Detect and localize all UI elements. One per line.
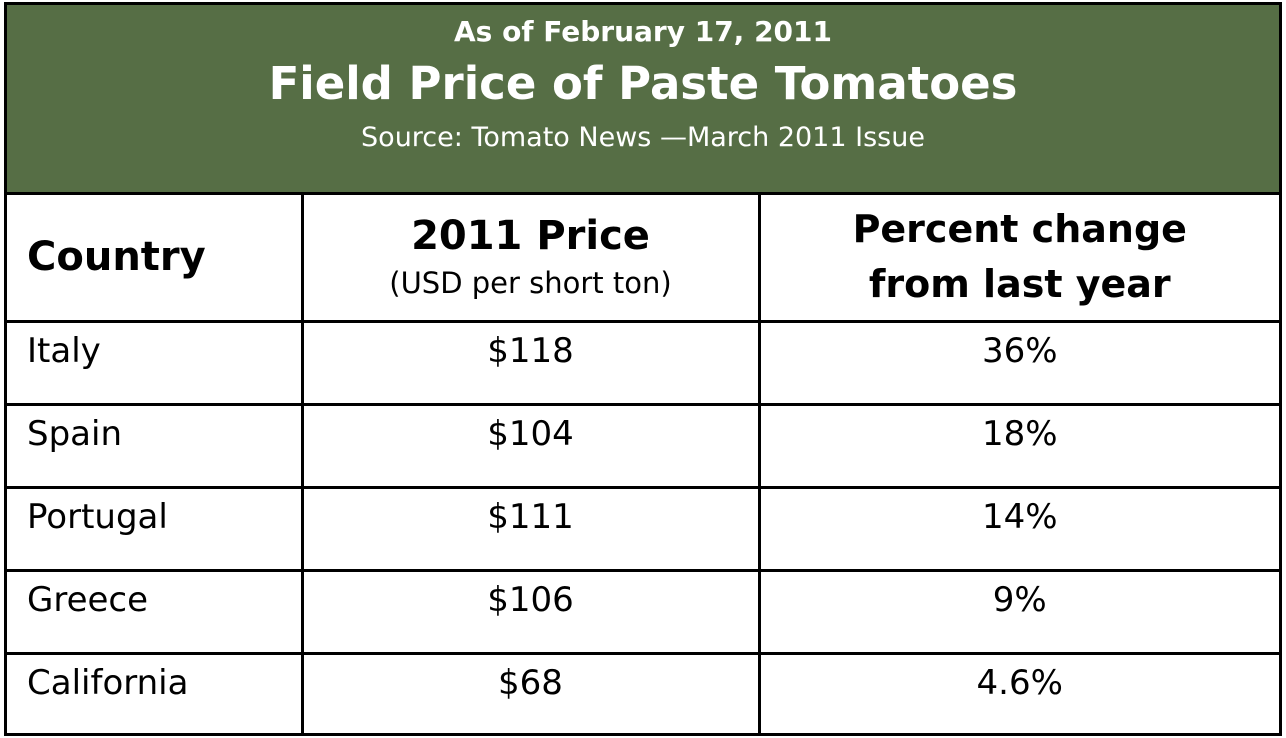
- country-cell: Italy: [7, 319, 304, 406]
- price-cell: $118: [300, 319, 761, 406]
- table-row: Spain $104 18%: [7, 402, 1279, 489]
- table-row: Portugal $111 14%: [7, 485, 1279, 572]
- price-header-unit: (USD per short ton): [389, 265, 672, 300]
- price-cell: $68: [300, 651, 761, 736]
- column-header-price: 2011 Price (USD per short ton): [300, 195, 761, 323]
- column-header-row: Country 2011 Price (USD per short ton) P…: [7, 195, 1279, 323]
- table-header-banner: As of February 17, 2011 Field Price of P…: [7, 5, 1279, 195]
- column-header-percent-change: Percent change from last year: [757, 195, 1279, 323]
- price-cell: $106: [300, 568, 761, 655]
- percent-change-cell: 9%: [757, 568, 1279, 655]
- as-of-date: As of February 17, 2011: [454, 15, 832, 48]
- price-table: Country 2011 Price (USD per short ton) P…: [7, 195, 1279, 736]
- country-cell: California: [7, 651, 304, 736]
- price-table-figure: As of February 17, 2011 Field Price of P…: [4, 2, 1282, 736]
- table-row: Greece $106 9%: [7, 568, 1279, 655]
- country-cell: Portugal: [7, 485, 304, 572]
- percent-change-cell: 18%: [757, 402, 1279, 489]
- table-title: Field Price of Paste Tomatoes: [268, 57, 1018, 110]
- source-note: Source: Tomato News —March 2011 Issue: [361, 122, 925, 153]
- price-header-label: 2011 Price: [411, 212, 650, 259]
- percent-change-cell: 4.6%: [757, 651, 1279, 736]
- column-header-country: Country: [7, 195, 304, 323]
- percent-header-line-2: from last year: [868, 262, 1171, 307]
- price-cell: $104: [300, 402, 761, 489]
- percent-header-line-1: Percent change: [852, 207, 1187, 252]
- country-cell: Greece: [7, 568, 304, 655]
- percent-change-cell: 14%: [757, 485, 1279, 572]
- price-cell: $111: [300, 485, 761, 572]
- table-row: California $68 4.6%: [7, 651, 1279, 736]
- table-row: Italy $118 36%: [7, 319, 1279, 406]
- country-cell: Spain: [7, 402, 304, 489]
- percent-change-cell: 36%: [757, 319, 1279, 406]
